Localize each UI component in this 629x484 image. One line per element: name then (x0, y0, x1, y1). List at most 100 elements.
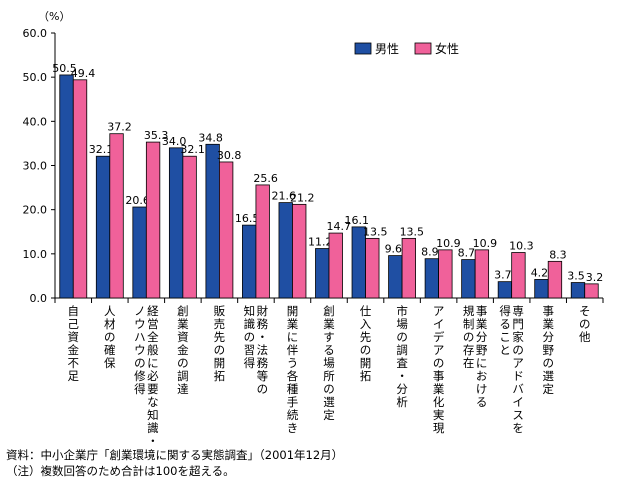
y-tick-label: 50.0 (23, 71, 48, 84)
category-label-char: 般 (147, 343, 159, 357)
category-label-char: 仕 (360, 304, 372, 318)
category-label-char: 野 (542, 343, 554, 357)
category-label-char: 金 (68, 343, 80, 357)
category-label-char: 続 (287, 408, 299, 422)
category-label-char: バ (512, 382, 524, 396)
category-label-char: ウ (134, 343, 146, 357)
category-label-char: 必 (147, 369, 159, 383)
bar-female (365, 237, 380, 299)
category-label-char: 事 (476, 304, 488, 318)
value-label-male: 16.1 (345, 214, 370, 227)
category-label-char: 調 (396, 343, 408, 357)
category-label-char: 業 (177, 317, 189, 331)
category-label-char: 業 (323, 317, 335, 331)
value-label-male: 3.5 (567, 270, 585, 283)
category-label-char: 各 (287, 369, 299, 383)
category-label-char: 査 (396, 356, 408, 370)
category-label-char: 得 (244, 356, 256, 370)
category-label-char: 市 (396, 304, 408, 318)
value-label-female: 14.7 (327, 220, 352, 233)
category-label-char: 不 (68, 356, 80, 370)
category-label-char: 足 (68, 369, 80, 383)
category-label-char: 創 (323, 304, 335, 318)
y-tick-label: 40.0 (23, 115, 48, 128)
y-tick-label: 30.0 (23, 160, 48, 173)
category-label-char: の (244, 330, 256, 344)
value-label-male: 9.6 (385, 243, 403, 256)
category-label-char: 拓 (214, 369, 226, 383)
bar-male (168, 147, 184, 299)
category-label-char: 開 (360, 356, 372, 370)
category-label-char: 売 (214, 317, 226, 331)
category-label-char: 存 (463, 343, 475, 357)
category-label-char: 業 (476, 317, 488, 331)
category-label-char: な (147, 395, 159, 409)
category-label-char: ウ (134, 317, 146, 331)
category-label-char: 選 (323, 395, 335, 409)
category-label-char: ・ (396, 369, 408, 383)
category-label-char: イ (433, 317, 445, 331)
bar-female (511, 252, 526, 299)
category-label-char: デ (433, 330, 445, 344)
category-label-char: 先 (214, 330, 226, 344)
category-label-char: の (512, 343, 524, 357)
category-label-char: ハ (134, 330, 146, 344)
category-label-char: 析 (396, 395, 408, 409)
category-label-char: ア (433, 304, 445, 318)
category-label-char: 保 (104, 356, 116, 370)
category-label-char: 化 (433, 395, 445, 409)
legend-swatch-male (354, 42, 372, 55)
category-label-char: 創 (177, 304, 189, 318)
category-label-char: る (499, 317, 511, 331)
category-label-char: 資 (68, 330, 80, 344)
category-label-char: に (476, 356, 488, 370)
category-label-char: の (134, 356, 146, 370)
value-label-female: 3.2 (586, 271, 604, 284)
category-label-char: 定 (542, 382, 554, 396)
caveat-note: （注）複数回答のため合計は100を超える。 (6, 464, 235, 478)
value-label-male: 4.2 (531, 266, 549, 279)
value-label-male: 34.0 (162, 135, 187, 148)
value-label-male: 50.5 (52, 62, 77, 75)
value-label-female: 13.5 (400, 225, 425, 238)
value-label-male: 8.9 (421, 246, 439, 259)
category-label-char: 拓 (360, 369, 372, 383)
category-label-char: 門 (512, 317, 524, 331)
value-label-female: 10.9 (473, 237, 498, 250)
category-label-char: 修 (134, 369, 146, 383)
category-label-char: 分 (476, 330, 488, 344)
category-label-char: 先 (360, 330, 372, 344)
category-label-char: 財 (257, 304, 269, 318)
category-label-char: る (476, 395, 488, 409)
category-label-char: 務 (257, 317, 269, 331)
category-label-char: ア (433, 343, 445, 357)
category-label-char: ノ (134, 304, 146, 318)
category-label-char: 自 (68, 304, 80, 318)
category-label-char: イ (512, 395, 524, 409)
category-label-char: 人 (104, 304, 116, 318)
value-label-female: 35.3 (144, 129, 169, 142)
bar-female (328, 232, 343, 299)
y-tick-label: 60.0 (23, 27, 48, 40)
category-label-char: の (463, 330, 475, 344)
category-label-char: 調 (177, 369, 189, 383)
bar-male (59, 74, 74, 299)
bar-female (145, 141, 161, 299)
category-label-char: ド (512, 369, 524, 383)
value-label-male: 3.7 (494, 269, 512, 282)
category-label-char: の (579, 317, 591, 331)
bar-female (474, 249, 490, 299)
category-label-char: ア (512, 356, 524, 370)
category-label-char: の (214, 343, 226, 357)
category-label-char: 経 (147, 304, 159, 318)
category-label-char: う (287, 356, 299, 370)
category-label-char: 要 (147, 382, 159, 396)
category-label-char: 選 (542, 369, 554, 383)
bar-male (461, 259, 476, 299)
value-label-female: 13.5 (363, 225, 388, 238)
category-label-char: 事 (542, 304, 554, 318)
category-label-char: 業 (287, 317, 299, 331)
category-label-char: 場 (396, 317, 408, 331)
category-label-char: 家 (512, 330, 524, 344)
